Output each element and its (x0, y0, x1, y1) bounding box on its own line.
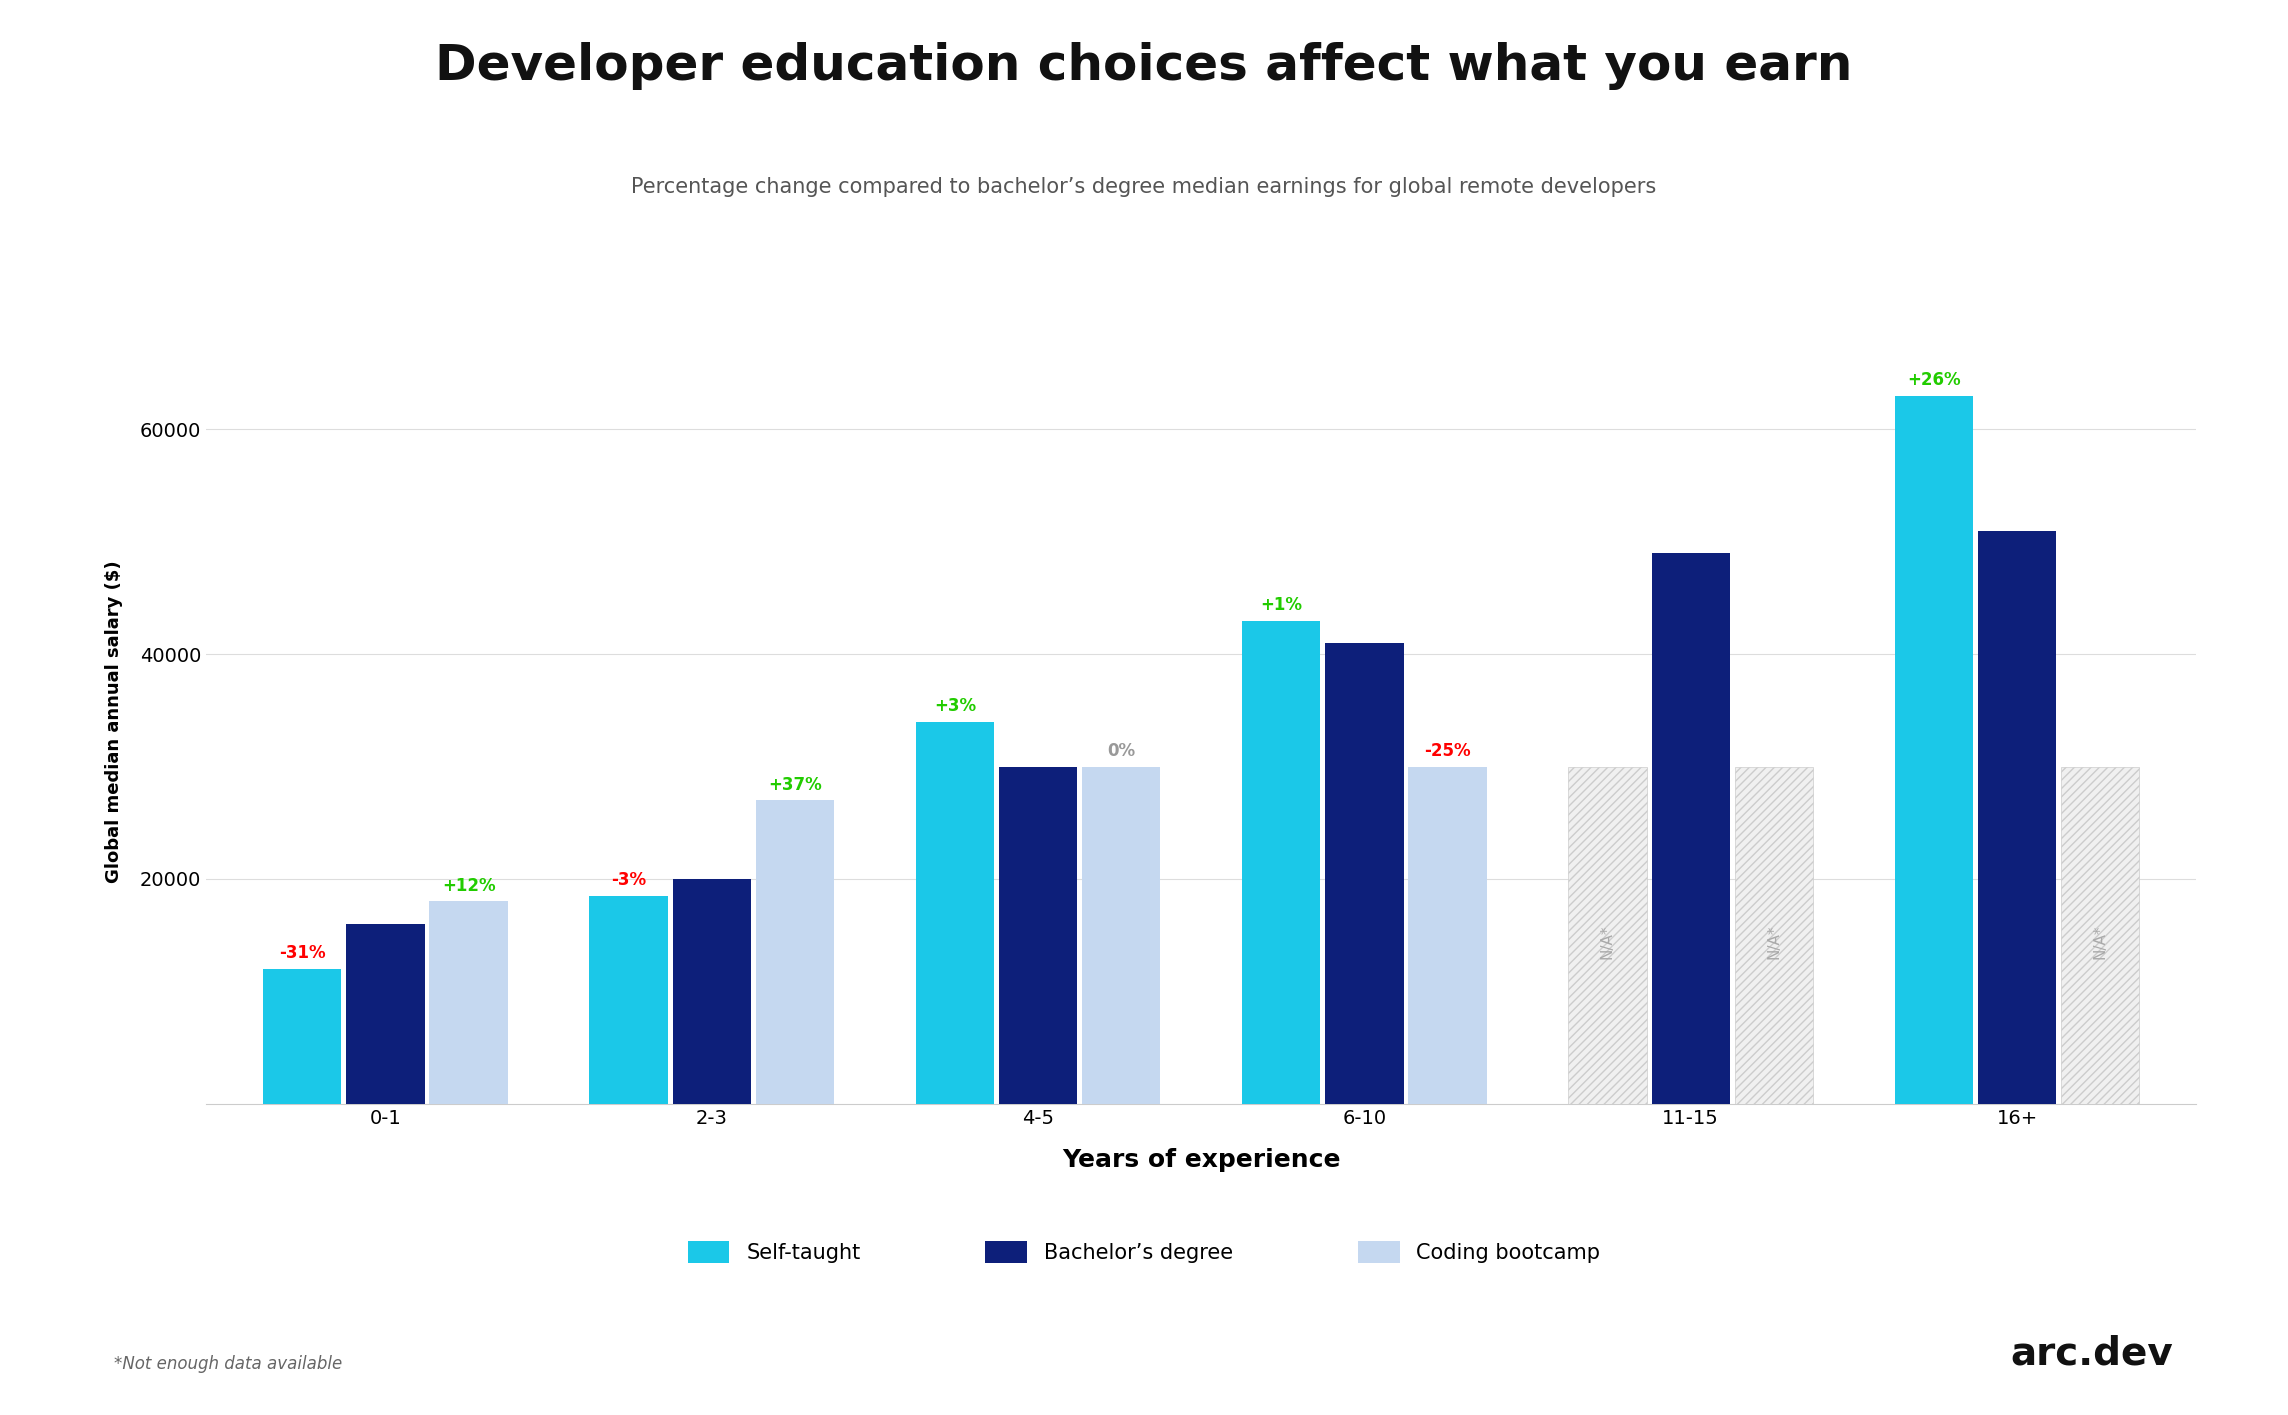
Text: 0%: 0% (1107, 741, 1135, 760)
Legend: Self-taught, Bachelor’s degree, Coding bootcamp: Self-taught, Bachelor’s degree, Coding b… (689, 1241, 1599, 1264)
Bar (915, 722, 993, 1104)
Text: N/A*: N/A* (1599, 924, 1615, 959)
Bar (1567, 767, 1647, 1104)
Bar (1409, 767, 1487, 1104)
Y-axis label: Global median annual salary ($): Global median annual salary ($) (105, 560, 124, 883)
Text: +12%: +12% (442, 877, 496, 894)
Text: N/A*: N/A* (2094, 924, 2107, 959)
Bar (430, 901, 508, 1104)
Text: Developer education choices affect what you earn: Developer education choices affect what … (435, 42, 1853, 91)
Text: +26%: +26% (1906, 371, 1961, 389)
Text: N/A*: N/A* (1766, 924, 1782, 959)
Bar (1652, 553, 1730, 1104)
Bar (345, 924, 426, 1104)
Bar (1977, 531, 2057, 1104)
Bar (755, 801, 835, 1104)
Bar (2061, 767, 2139, 1104)
Bar (263, 969, 341, 1104)
Text: +3%: +3% (934, 698, 977, 715)
Bar (1894, 396, 1972, 1104)
Bar (1242, 621, 1320, 1104)
Bar (590, 896, 668, 1104)
Text: -3%: -3% (611, 872, 645, 889)
Text: -31%: -31% (279, 944, 325, 962)
Text: *Not enough data available: *Not enough data available (114, 1354, 343, 1373)
Text: Percentage change compared to bachelor’s degree median earnings for global remot: Percentage change compared to bachelor’s… (631, 177, 1657, 197)
X-axis label: Years of experience: Years of experience (1062, 1149, 1341, 1173)
Text: +37%: +37% (769, 775, 821, 794)
Bar (1325, 642, 1403, 1104)
Text: +1%: +1% (1261, 596, 1302, 614)
Bar (1000, 767, 1078, 1104)
Text: arc.dev: arc.dev (2011, 1334, 2174, 1373)
Bar (1082, 767, 1160, 1104)
Bar (673, 879, 750, 1104)
Bar (1734, 767, 1812, 1104)
Text: -25%: -25% (1423, 741, 1471, 760)
